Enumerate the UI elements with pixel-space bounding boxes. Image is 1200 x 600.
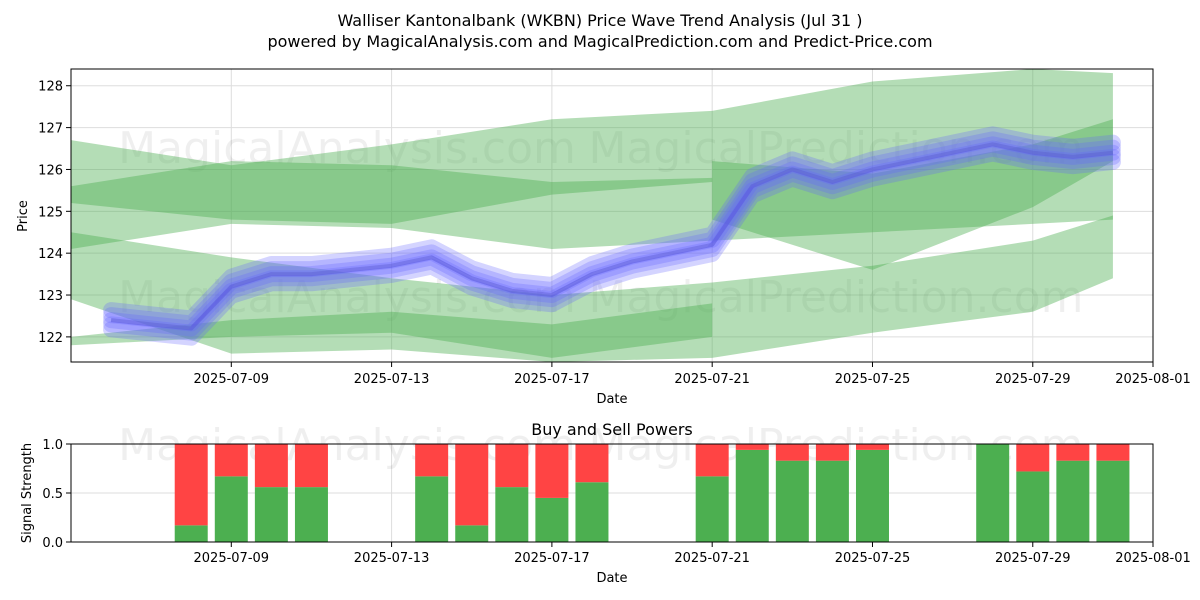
power-x-axis-label: Date xyxy=(596,571,627,586)
buy-bar xyxy=(735,449,769,542)
price-x-axis-label: Date xyxy=(596,392,627,407)
chart-subtitle: powered by MagicalAnalysis.com and Magic… xyxy=(267,32,932,51)
buy-bar xyxy=(855,449,889,542)
price-x-tick-label: 2025-07-13 xyxy=(354,372,430,387)
sell-bar xyxy=(1096,444,1130,461)
buy-bar xyxy=(575,482,609,542)
green-band-3 xyxy=(71,303,713,358)
sell-bar xyxy=(535,444,569,498)
sell-bar xyxy=(174,444,208,526)
sell-bar xyxy=(575,444,609,483)
green-band-4 xyxy=(712,119,1113,270)
power-panel-title: Buy and Sell Powers xyxy=(531,420,693,439)
price-y-tick-label: 128 xyxy=(38,80,63,95)
price-panel: MagicalAnalysis.com MagicalPrediction.co… xyxy=(16,68,1191,407)
buy-bar xyxy=(254,487,288,542)
power-x-tick-label: 2025-07-09 xyxy=(194,551,270,566)
price-y-ticks: 122 123 124 125 126 127 128 xyxy=(38,80,71,346)
price-y-tick-label: 127 xyxy=(38,122,63,137)
power-y-tick-label: 0.0 xyxy=(42,536,63,551)
buy-bar xyxy=(976,444,1010,542)
sell-bar xyxy=(254,444,288,488)
power-y-ticks: 0.0 0.5 1.0 xyxy=(42,438,71,551)
buy-bar xyxy=(415,476,449,542)
buy-bar xyxy=(1056,460,1090,542)
price-wave-band-3 xyxy=(103,131,1121,332)
price-x-tick-label: 2025-08-01 xyxy=(1115,372,1191,387)
power-x-tick-label: 2025-07-13 xyxy=(354,551,430,566)
power-x-tick-label: 2025-07-21 xyxy=(674,551,750,566)
buy-bar xyxy=(815,460,849,542)
buy-bar xyxy=(174,525,208,542)
power-x-tick-label: 2025-07-29 xyxy=(995,551,1071,566)
price-wave-band-1 xyxy=(103,140,1121,341)
buy-bar xyxy=(214,476,248,542)
sell-bar xyxy=(695,444,729,477)
price-wave-line xyxy=(110,142,1114,331)
sell-bar xyxy=(455,444,489,526)
buy-bar xyxy=(1096,460,1130,542)
power-x-ticks: 2025-07-09 2025-07-13 2025-07-17 2025-07-21… xyxy=(194,542,1191,566)
power-panel: Buy and Sell Powers MagicalAnalysis.com … xyxy=(20,420,1191,586)
sell-bar xyxy=(1056,444,1090,461)
buy-bar xyxy=(495,487,529,542)
price-x-tick-label: 2025-07-17 xyxy=(514,372,590,387)
buy-bar xyxy=(1016,471,1050,542)
power-bars xyxy=(174,444,1130,542)
sell-bar xyxy=(775,444,809,461)
price-waves xyxy=(103,126,1121,346)
sell-bar xyxy=(495,444,529,488)
price-plot-frame xyxy=(70,68,1154,363)
price-y-tick-label: 126 xyxy=(38,163,63,178)
power-y-tick-label: 1.0 xyxy=(42,438,63,453)
power-y-tick-label: 0.5 xyxy=(42,487,63,502)
sell-bar xyxy=(735,444,769,450)
watermark-upper-left: MagicalAnalysis.com xyxy=(118,123,576,174)
green-band-0 xyxy=(71,69,1113,249)
sell-bar xyxy=(815,444,849,461)
price-y-tick-label: 125 xyxy=(38,205,63,220)
buy-bar xyxy=(455,525,489,542)
price-x-tick-label: 2025-07-21 xyxy=(674,372,750,387)
sell-bar xyxy=(1016,444,1050,472)
buy-bar xyxy=(775,460,809,542)
buy-bar xyxy=(535,497,569,542)
sell-bar xyxy=(214,444,248,477)
power-x-tick-label: 2025-07-25 xyxy=(835,551,911,566)
price-y-tick-label: 123 xyxy=(38,289,63,304)
price-x-tick-label: 2025-07-29 xyxy=(995,372,1071,387)
watermark-lower-left: MagicalAnalysis.com xyxy=(118,272,576,323)
green-band-1 xyxy=(71,161,713,224)
chart-title: Walliser Kantonalbank (WKBN) Price Wave … xyxy=(338,11,863,30)
price-bands xyxy=(71,69,1113,362)
buy-bar xyxy=(294,487,328,542)
sell-bar xyxy=(294,444,328,488)
green-band-2 xyxy=(71,215,1113,362)
price-x-tick-label: 2025-07-09 xyxy=(194,372,270,387)
power-x-tick-label: 2025-07-17 xyxy=(514,551,590,566)
sell-bar xyxy=(855,444,889,450)
price-x-ticks: 2025-07-09 2025-07-13 2025-07-17 2025-07-21… xyxy=(194,362,1191,387)
price-wave-band-0 xyxy=(103,145,1121,346)
price-y-axis-label: Price xyxy=(16,200,31,232)
price-y-tick-label: 124 xyxy=(38,247,63,262)
buy-bar xyxy=(695,476,729,542)
sell-bar xyxy=(415,444,449,477)
price-plot-area xyxy=(71,69,1153,362)
watermark-lower-right: MagicalPrediction.com xyxy=(589,272,1084,323)
watermark-upper-right: MagicalPrediction.com xyxy=(589,123,1084,174)
price-wave-band-4 xyxy=(103,126,1121,327)
power-y-axis-label: Signal Strength xyxy=(20,443,35,543)
price-grid xyxy=(71,69,1154,362)
power-x-tick-label: 2025-08-01 xyxy=(1115,551,1191,566)
price-x-tick-label: 2025-07-25 xyxy=(835,372,911,387)
price-y-tick-label: 122 xyxy=(38,331,63,346)
